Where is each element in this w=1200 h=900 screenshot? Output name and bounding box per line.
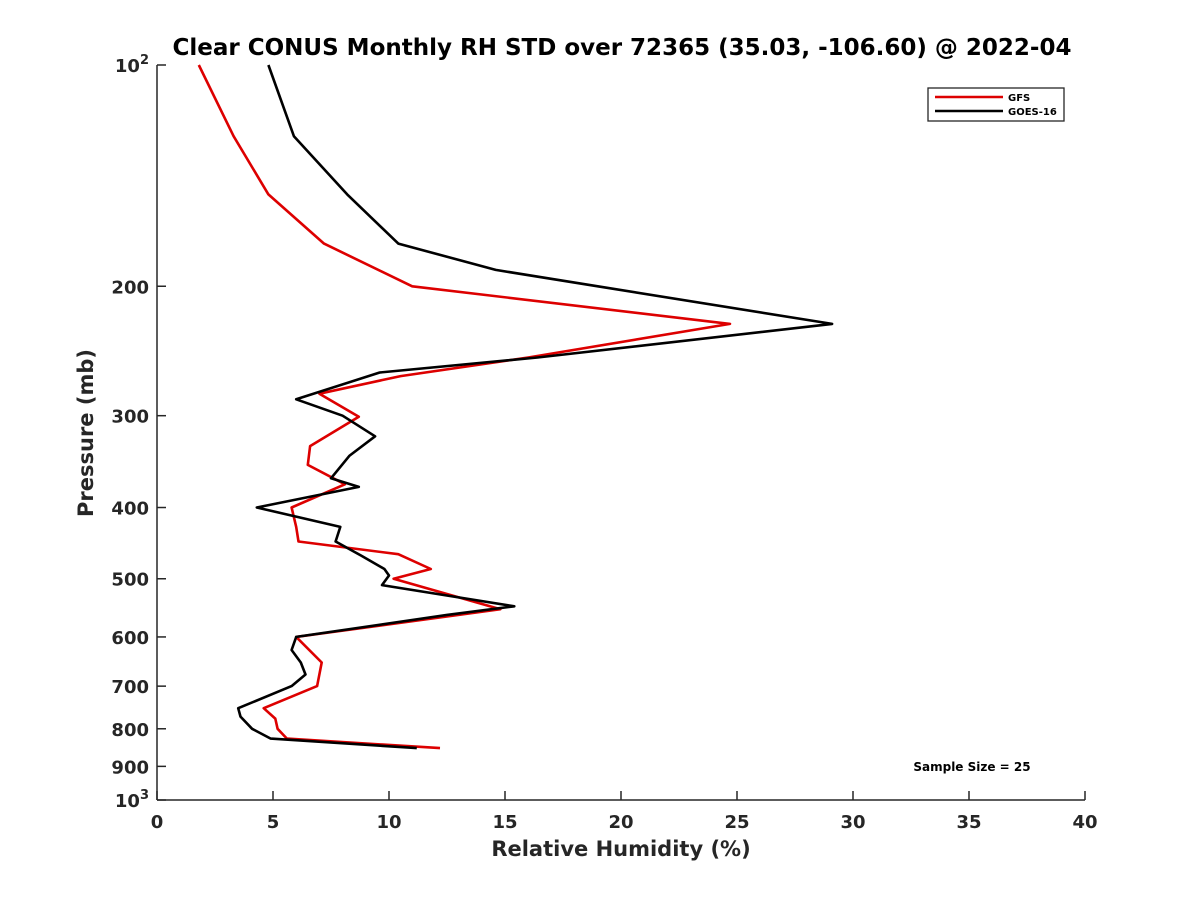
x-axis-ticks: 0 5 10 15 20 25 30 35 40 — [151, 791, 1098, 833]
y-tick-label: 400 — [111, 499, 149, 520]
x-tick-label: 15 — [492, 812, 517, 833]
legend-label: GFS — [1008, 93, 1030, 104]
x-tick-label: 20 — [608, 812, 633, 833]
y-tick-label: 700 — [111, 677, 149, 698]
y-tick-label: 102 — [115, 53, 149, 77]
sample-size-annotation: Sample Size = 25 — [913, 760, 1030, 774]
series-layer — [197, 64, 834, 750]
y-tick-label: 300 — [111, 407, 149, 428]
y-axis-ticks: 102 200 300 400 500 600 700 800 900 103 — [111, 53, 166, 812]
y-tick-label: 500 — [111, 570, 149, 591]
series-line-goes-16 — [236, 64, 834, 750]
x-tick-label: 35 — [956, 812, 981, 833]
y-tick-label: 103 — [115, 788, 149, 812]
x-tick-label: 40 — [1072, 812, 1097, 833]
chart-title: Clear CONUS Monthly RH STD over 72365 (3… — [173, 35, 1072, 61]
y-tick-label: 900 — [111, 757, 149, 778]
x-tick-label: 5 — [267, 812, 280, 833]
legend-box — [927, 87, 1065, 122]
legend: GFS GOES-16 — [927, 87, 1065, 122]
y-tick-label: 200 — [111, 277, 149, 298]
x-tick-label: 25 — [724, 812, 749, 833]
y-tick-label: 800 — [111, 720, 149, 741]
x-axis-label: Relative Humidity (%) — [491, 837, 750, 861]
x-tick-label: 30 — [840, 812, 865, 833]
y-axis-label: Pressure (mb) — [74, 349, 98, 517]
legend-label: GOES-16 — [1008, 107, 1057, 118]
series-line-gfs — [197, 64, 732, 750]
plot-area — [156, 65, 1085, 801]
x-tick-label: 10 — [376, 812, 401, 833]
y-tick-label: 600 — [111, 628, 149, 649]
x-tick-label: 0 — [151, 812, 164, 833]
